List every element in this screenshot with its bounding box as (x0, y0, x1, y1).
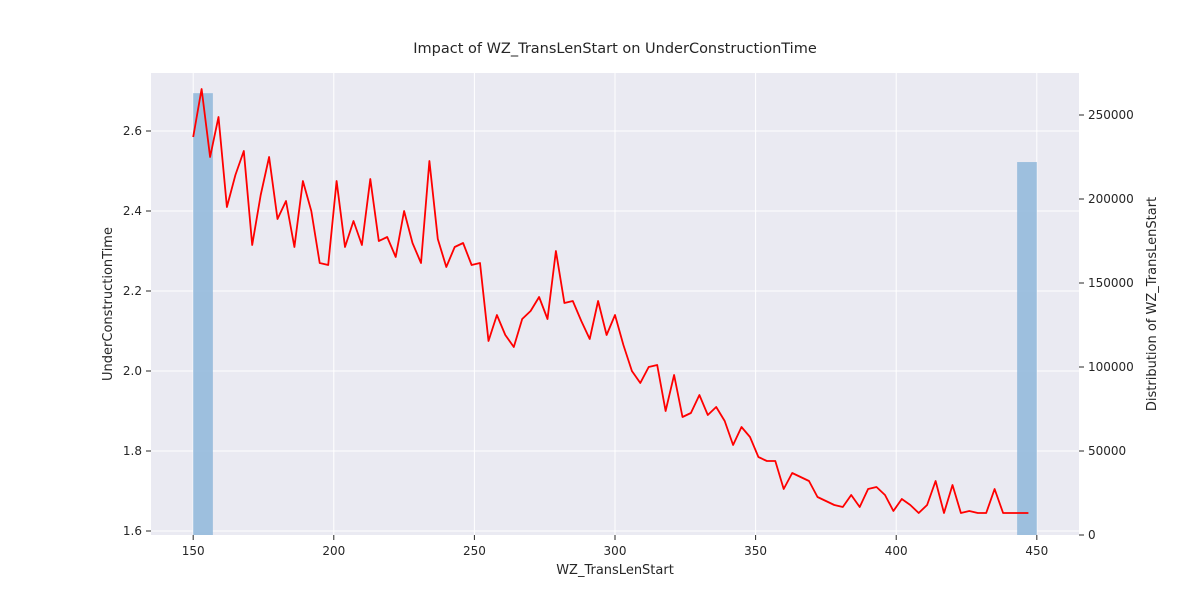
x-tick-label: 400 (885, 544, 908, 558)
x-tick-label: 350 (744, 544, 767, 558)
y-tick-label: 2.6 (123, 124, 142, 138)
grid (151, 73, 1079, 535)
y-tick-label: 2.0 (123, 364, 142, 378)
y-tick-label: 2.2 (123, 284, 142, 298)
y-axis-label: UnderConstructionTime (101, 227, 116, 381)
chart-title: Impact of WZ_TransLenStart on UnderConst… (413, 41, 817, 57)
y2-tick-label: 200000 (1088, 192, 1134, 206)
y2-axis-label: Distribution of WZ_TransLenStart (1145, 197, 1160, 411)
x-tick-label: 300 (604, 544, 627, 558)
y2-tick-label: 150000 (1088, 276, 1134, 290)
histogram (193, 93, 1037, 536)
histogram-bar (193, 93, 213, 535)
x-tick-label: 450 (1025, 544, 1048, 558)
y-tick-label: 2.4 (123, 204, 142, 218)
y2-tick-label: 50000 (1088, 444, 1126, 458)
x-tick-label: 200 (322, 544, 345, 558)
x-tick-label: 250 (463, 544, 486, 558)
y-axis-ticks: 1.6 1.8 2.0 2.2 2.4 2.6 (123, 124, 151, 538)
y-tick-label: 1.6 (123, 524, 142, 538)
histogram-bar (1017, 162, 1037, 536)
series-line (192, 88, 1029, 514)
y2-tick-label: 0 (1088, 528, 1096, 542)
y2-tick-label: 100000 (1088, 360, 1134, 374)
y2-tick-label: 250000 (1088, 108, 1134, 122)
y2-axis-ticks: 0 50000 100000 150000 200000 250000 (1079, 108, 1134, 542)
line-series (192, 88, 1029, 514)
x-tick-label: 150 (182, 544, 205, 558)
x-axis-label: WZ_TransLenStart (556, 563, 674, 578)
x-axis-ticks: 150 200 250 300 350 400 450 (182, 535, 1048, 558)
y-tick-label: 1.8 (123, 444, 142, 458)
